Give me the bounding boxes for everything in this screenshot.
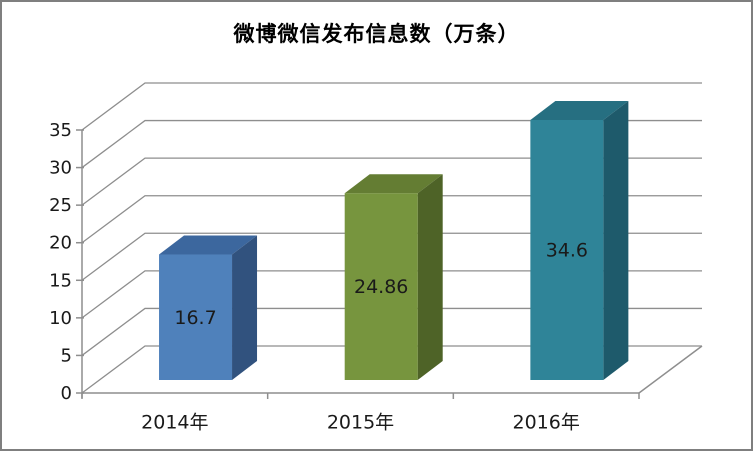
bar-2015年 xyxy=(344,193,418,380)
bar-side-face-2015年 xyxy=(417,174,443,380)
bar-value-label-2015年: 24.86 xyxy=(354,276,408,298)
y-tick-label-0: 0 xyxy=(61,383,72,404)
gridline-25 xyxy=(81,157,702,206)
y-tick-label-15: 15 xyxy=(49,270,72,291)
x-category-label-2014年: 2014年 xyxy=(141,412,208,434)
bar-side-face-2016年 xyxy=(603,101,629,381)
gridline-30 xyxy=(81,119,702,169)
floor-right-edge xyxy=(638,345,703,394)
x-category-label-2015年: 2015年 xyxy=(327,412,394,434)
gridline-35 xyxy=(81,82,702,131)
y-tick-label-30: 30 xyxy=(49,158,72,179)
y-tick-label-10: 10 xyxy=(49,308,72,329)
gridline-5 xyxy=(81,307,702,356)
x-category-label-2016年: 2016年 xyxy=(512,412,579,434)
gridline-10 xyxy=(81,270,702,319)
bar-value-label-2014年: 16.7 xyxy=(174,307,216,329)
bar-2014年 xyxy=(159,254,233,380)
bar-top-face-2016年 xyxy=(530,101,629,121)
chart-title: 微博微信发布信息数（万条） xyxy=(233,22,520,46)
bar-value-label-2016年: 34.6 xyxy=(546,240,588,262)
gridline-15 xyxy=(81,232,702,281)
y-tick-label-35: 35 xyxy=(49,120,72,141)
bar-side-face-2014年 xyxy=(232,235,258,380)
y-tick-label-25: 25 xyxy=(49,195,72,216)
y-tick-label-20: 20 xyxy=(49,233,72,254)
y-tick-label-5: 5 xyxy=(61,345,72,366)
bar-top-face-2014年 xyxy=(159,235,258,255)
bar-2016年 xyxy=(530,120,604,381)
gridline-0 xyxy=(81,345,702,394)
bar-top-face-2015年 xyxy=(344,174,443,194)
gridline-20 xyxy=(81,195,702,244)
